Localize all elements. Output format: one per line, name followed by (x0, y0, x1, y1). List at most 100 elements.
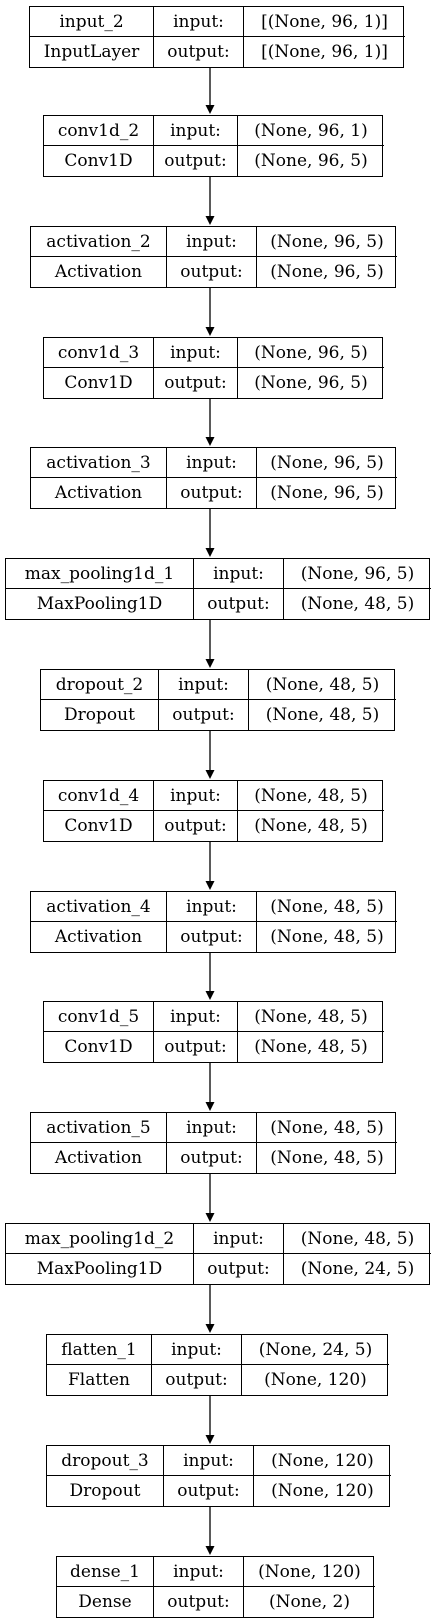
layer-node-conv1d_4: conv1d_4 input: (None, 48, 5) Conv1D output:… (43, 780, 384, 842)
layer-node-max_pooling1d_2: max_pooling1d_2 input: (None, 48, 5) MaxPoo… (5, 1223, 431, 1285)
output-label: output: (154, 37, 244, 67)
input-label: input: (159, 670, 249, 700)
layer-name: max_pooling1d_2 (6, 1224, 194, 1254)
input-shape: (None, 24, 5) (242, 1335, 389, 1365)
input-shape: (None, 96, 5) (238, 338, 384, 368)
layer-name: max_pooling1d_1 (6, 559, 194, 589)
layer-node-conv1d_3: conv1d_3 input: (None, 96, 5) Conv1D output:… (43, 337, 384, 399)
layer-name: conv1d_5 (44, 1002, 154, 1032)
input-label: input: (154, 1557, 244, 1587)
layer-type: Activation (31, 478, 167, 508)
layer-name: dropout_2 (41, 670, 159, 700)
layer-type: InputLayer (30, 37, 154, 67)
layer-node-activation_5: activation_5 input: (None, 48, 5) Activatio… (30, 1112, 397, 1174)
output-label: output: (154, 1587, 244, 1617)
layer-name: conv1d_3 (44, 338, 154, 368)
input-shape: (None, 48, 5) (284, 1224, 431, 1254)
input-label: input: (167, 227, 257, 257)
output-label: output: (167, 922, 257, 952)
input-shape: (None, 120) (254, 1446, 391, 1476)
input-shape: (None, 48, 5) (257, 892, 397, 922)
layer-type: MaxPooling1D (6, 589, 194, 619)
input-label: input: (194, 559, 284, 589)
layer-type: MaxPooling1D (6, 1254, 194, 1284)
edge-arrowhead (205, 548, 215, 557)
layer-type: Conv1D (44, 368, 154, 398)
layer-type: Conv1D (44, 146, 154, 176)
edge-arrowhead (205, 1324, 215, 1333)
input-shape: (None, 48, 5) (238, 1002, 384, 1032)
output-label: output: (154, 146, 238, 176)
layer-name: dropout_3 (47, 1446, 164, 1476)
output-shape: [(None, 96, 1)] (261, 42, 388, 62)
input-shape: [(None, 96, 1)] (244, 7, 405, 37)
output-shape: (None, 96, 5) (254, 151, 368, 171)
edge-arrowhead (205, 105, 215, 114)
input-shape: (None, 48, 5) (249, 670, 396, 700)
layer-type: Activation (31, 922, 167, 952)
input-shape: (None, 48, 5) (257, 1113, 397, 1143)
layer-node-input_2: input_2 input: [(None, 96, 1)] InputLayer ou… (29, 6, 405, 68)
layer-node-activation_3: activation_3 input: (None, 96, 5) Activatio… (30, 447, 397, 509)
layer-node-dropout_2: dropout_2 input: (None, 48, 5) Dropout outpu… (40, 669, 396, 731)
output-shape: (None, 48, 5) (265, 705, 380, 725)
layer-name: activation_2 (31, 227, 167, 257)
layer-type: Conv1D (44, 1032, 154, 1062)
output-shape: (None, 48, 5) (254, 816, 368, 836)
input-shape: (None, 96, 5) (257, 448, 397, 478)
input-label: input: (154, 338, 238, 368)
layer-type: Dropout (47, 1476, 164, 1506)
output-shape: (None, 48, 5) (300, 594, 415, 614)
input-label: input: (167, 892, 257, 922)
input-shape: (None, 120) (244, 1557, 375, 1587)
output-shape: (None, 48, 5) (270, 927, 384, 947)
output-label: output: (194, 589, 284, 619)
edge-arrowhead (205, 659, 215, 668)
layer-type: Activation (31, 1143, 167, 1173)
output-shape: (None, 120) (264, 1370, 367, 1390)
input-label: input: (154, 7, 244, 37)
input-label: input: (154, 1002, 238, 1032)
output-shape: (None, 48, 5) (270, 1148, 384, 1168)
input-label: input: (154, 781, 238, 811)
edge-arrowhead (205, 216, 215, 225)
output-label: output: (167, 1143, 257, 1173)
layer-type: Dropout (41, 700, 159, 730)
input-shape: (None, 48, 5) (238, 781, 384, 811)
input-label: input: (167, 448, 257, 478)
layer-name: conv1d_2 (44, 116, 154, 146)
output-shape: (None, 24, 5) (300, 1259, 415, 1279)
input-label: input: (164, 1446, 254, 1476)
layer-type: Activation (31, 257, 167, 287)
layer-name: conv1d_4 (44, 781, 154, 811)
edge-arrowhead (205, 327, 215, 336)
output-label: output: (154, 811, 238, 841)
input-label: input: (194, 1224, 284, 1254)
layer-name: flatten_1 (47, 1335, 152, 1365)
input-label: input: (154, 116, 238, 146)
input-label: input: (167, 1113, 257, 1143)
layer-type: Flatten (47, 1365, 152, 1395)
output-shape: (None, 2) (268, 1592, 350, 1612)
layer-name: activation_5 (31, 1113, 167, 1143)
input-shape: (None, 96, 1) (238, 116, 384, 146)
edge-arrowhead (205, 1546, 215, 1555)
layer-node-flatten_1: flatten_1 input: (None, 24, 5) Flatten outpu… (46, 1334, 389, 1396)
output-label: output: (167, 478, 257, 508)
layer-name: activation_3 (31, 448, 167, 478)
layer-name: input_2 (30, 7, 154, 37)
layer-node-dropout_3: dropout_3 input: (None, 120) Dropout output:… (46, 1445, 391, 1507)
edge-arrowhead (205, 1213, 215, 1222)
edge-arrowhead (205, 991, 215, 1000)
output-shape: (None, 96, 5) (270, 483, 384, 503)
layer-node-dense_1: dense_1 input: (None, 120) Dense output: (Non… (56, 1556, 375, 1618)
input-shape: (None, 96, 5) (257, 227, 397, 257)
edge-arrowhead (205, 437, 215, 446)
output-label: output: (152, 1365, 242, 1395)
layer-type: Dense (57, 1587, 154, 1617)
layer-type: Conv1D (44, 811, 154, 841)
output-shape: (None, 96, 5) (254, 373, 368, 393)
edge-arrowhead (205, 1102, 215, 1111)
